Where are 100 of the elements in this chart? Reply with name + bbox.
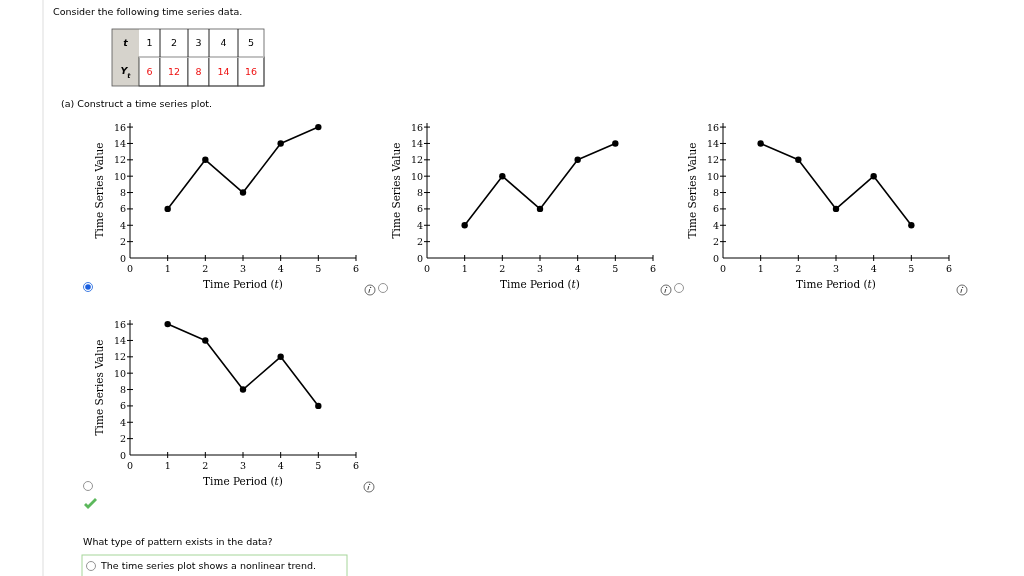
y-tick-label: 12 — [706, 154, 719, 166]
y-tick-label: 12 — [410, 154, 423, 166]
y-tick-label: 10 — [410, 170, 423, 182]
y-tick-label: 10 — [706, 170, 719, 182]
x-tick-label: 5 — [315, 460, 322, 471]
y-tick-label: 16 — [113, 121, 126, 133]
x-tick-label: 3 — [239, 263, 247, 274]
x-tick-label: 0 — [719, 263, 727, 274]
y-tick-label: 0 — [712, 252, 719, 264]
point — [870, 172, 877, 180]
x-tick-label: 1 — [164, 460, 171, 471]
x-tick-label: 4 — [277, 263, 284, 274]
point — [239, 386, 247, 393]
y-tick-label: 4 — [416, 219, 423, 231]
y-tick-label: 6 — [416, 203, 423, 215]
text: Consider the following time series data. — [53, 6, 243, 17]
point — [202, 156, 209, 164]
x-tick-label: 5 — [315, 263, 322, 274]
x-tick-label: 6 — [352, 263, 360, 274]
x-tick-label: 4 — [574, 263, 581, 274]
y-tick-label: 14 — [706, 137, 719, 149]
point — [757, 140, 764, 147]
y-tick-label: 2 — [119, 236, 126, 248]
y-tick-label: 14 — [410, 137, 423, 149]
x-tick-label: 1 — [164, 263, 171, 274]
x-tick-label: 0 — [126, 460, 134, 471]
point — [202, 337, 209, 344]
y-tick-label: 8 — [119, 187, 126, 199]
x-tick-label: 1 — [757, 263, 764, 274]
y-tick-label: 12 — [113, 154, 126, 166]
y-tick-label: 4 — [119, 416, 126, 428]
y-tick-label: 8 — [416, 187, 423, 199]
y-tick-label: 2 — [119, 433, 126, 445]
y-tick-label: 12 — [113, 351, 126, 363]
point — [612, 140, 619, 147]
x-tick-label: 3 — [239, 460, 247, 471]
text: The time series plot shows a nonlinear trend. — [100, 560, 316, 571]
y-tick-label: 6 — [119, 400, 126, 412]
x-axis-title: t — [123, 37, 129, 48]
y-axis-title: Time Series Value — [93, 142, 105, 239]
x-tick-label: 4 — [870, 263, 877, 274]
y-tick-label: 4 — [712, 219, 719, 231]
data-label: 12 — [167, 66, 181, 77]
y-tick-label: 14 — [113, 137, 126, 149]
y-tick-label: 10 — [113, 367, 126, 379]
data-label: 16 — [244, 66, 258, 77]
x-tick-label: 6 — [945, 263, 953, 274]
x-tick-label: 6 — [649, 263, 657, 274]
y-tick-label: 4 — [119, 219, 126, 231]
y-tick-label: 10 — [113, 170, 126, 182]
x-tick-label: 2 — [170, 37, 178, 48]
x-tick-label: 3 — [832, 263, 840, 274]
point — [536, 205, 544, 213]
y-axis-title: Time Series Value — [686, 142, 698, 239]
x-axis-title: Time Period (t) — [796, 278, 876, 290]
y-tick-label: 2 — [416, 236, 423, 248]
x-tick-label: 2 — [202, 263, 209, 274]
point — [239, 189, 247, 196]
x-tick-label: 0 — [423, 263, 431, 274]
data-label: 14 — [217, 66, 230, 77]
y-tick-label: 16 — [410, 121, 423, 133]
point — [574, 156, 581, 164]
y-tick-label: Y$_{t}$ — [120, 65, 132, 80]
y-tick-label: 6 — [712, 203, 719, 215]
y-tick-label: 0 — [416, 252, 423, 264]
point — [795, 156, 802, 164]
point — [908, 222, 915, 229]
point — [461, 222, 468, 229]
point — [277, 140, 284, 147]
y-tick-label: 14 — [113, 334, 126, 346]
x-tick-label: 5 — [612, 263, 619, 274]
point — [832, 205, 840, 213]
y-tick-label: 2 — [712, 236, 719, 248]
x-tick-label: 6 — [352, 460, 360, 471]
y-axis-title: Time Series Value — [390, 142, 402, 239]
point — [499, 172, 506, 180]
y-tick-label: 8 — [119, 384, 126, 396]
x-tick-label: 3 — [536, 263, 544, 274]
y-tick-label: 16 — [113, 318, 126, 330]
y-axis-title: Time Series Value — [93, 339, 105, 436]
y-tick-label: 0 — [119, 252, 126, 264]
x-tick-label: 5 — [908, 263, 915, 274]
point — [277, 353, 284, 361]
y-tick-label: 8 — [712, 187, 719, 199]
x-tick-label: 2 — [795, 263, 802, 274]
data-label: 6 — [146, 66, 153, 77]
x-tick-label: 1 — [461, 263, 468, 274]
x-tick-label: 4 — [220, 37, 227, 48]
data-label: 8 — [195, 66, 202, 77]
x-tick-label: 5 — [247, 37, 255, 48]
y-tick-label: 0 — [119, 449, 126, 461]
text: (a) Construct a time series plot. — [61, 98, 212, 109]
x-tick-label: 3 — [195, 37, 202, 48]
x-axis-title: Time Period (t) — [203, 475, 283, 487]
point — [164, 205, 171, 213]
point — [315, 402, 322, 410]
point — [164, 320, 171, 328]
x-axis-title: Time Period (t) — [203, 278, 283, 290]
x-tick-label: 2 — [202, 460, 209, 471]
x-tick-label: 4 — [277, 460, 284, 471]
